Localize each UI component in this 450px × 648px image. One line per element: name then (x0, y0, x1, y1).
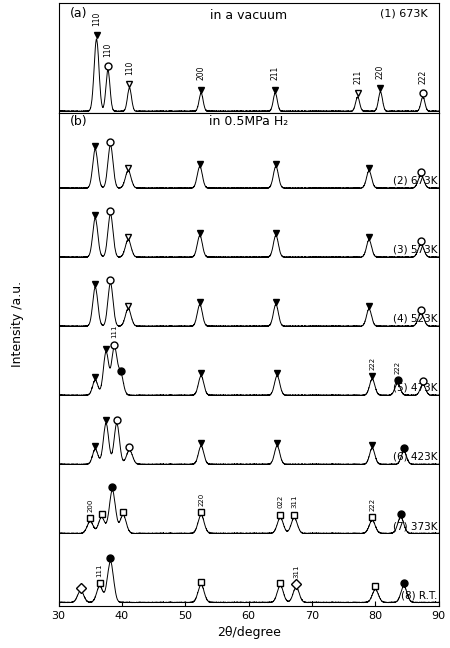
Text: 222: 222 (369, 498, 375, 511)
Text: 311: 311 (293, 564, 299, 578)
Text: 111: 111 (111, 325, 117, 338)
Text: 111: 111 (97, 563, 103, 577)
Text: (2) 673K: (2) 673K (393, 176, 437, 186)
Text: (3) 573K: (3) 573K (393, 245, 437, 255)
Text: 200: 200 (197, 65, 206, 80)
Text: (a): (a) (70, 6, 87, 19)
Text: (7) 373K: (7) 373K (393, 521, 437, 531)
Text: (4) 523K: (4) 523K (393, 314, 437, 324)
Text: (6) 423K: (6) 423K (393, 452, 437, 462)
Text: 222: 222 (395, 361, 400, 374)
Text: 222: 222 (369, 356, 375, 369)
X-axis label: 2θ/degree: 2θ/degree (217, 627, 280, 640)
Text: (1) 673K: (1) 673K (380, 8, 428, 19)
Text: in a vacuum: in a vacuum (210, 8, 287, 22)
Text: 110: 110 (104, 42, 112, 56)
Text: 110: 110 (125, 60, 134, 75)
Text: 311: 311 (291, 495, 297, 508)
Text: 220: 220 (376, 64, 385, 78)
Text: Intensity /a.u.: Intensity /a.u. (12, 281, 24, 367)
Text: 110: 110 (92, 11, 101, 26)
Text: 211: 211 (271, 65, 280, 80)
Text: 022: 022 (277, 495, 284, 508)
Text: in 0.5MPa H₂: in 0.5MPa H₂ (209, 115, 288, 128)
Text: 211: 211 (353, 69, 362, 84)
Text: (5) 473K: (5) 473K (393, 383, 437, 393)
Text: 222: 222 (418, 69, 427, 84)
Text: 220: 220 (198, 492, 204, 505)
Text: (b): (b) (70, 115, 88, 128)
Text: (8) R.T.: (8) R.T. (401, 590, 437, 600)
Text: 200: 200 (87, 499, 93, 512)
